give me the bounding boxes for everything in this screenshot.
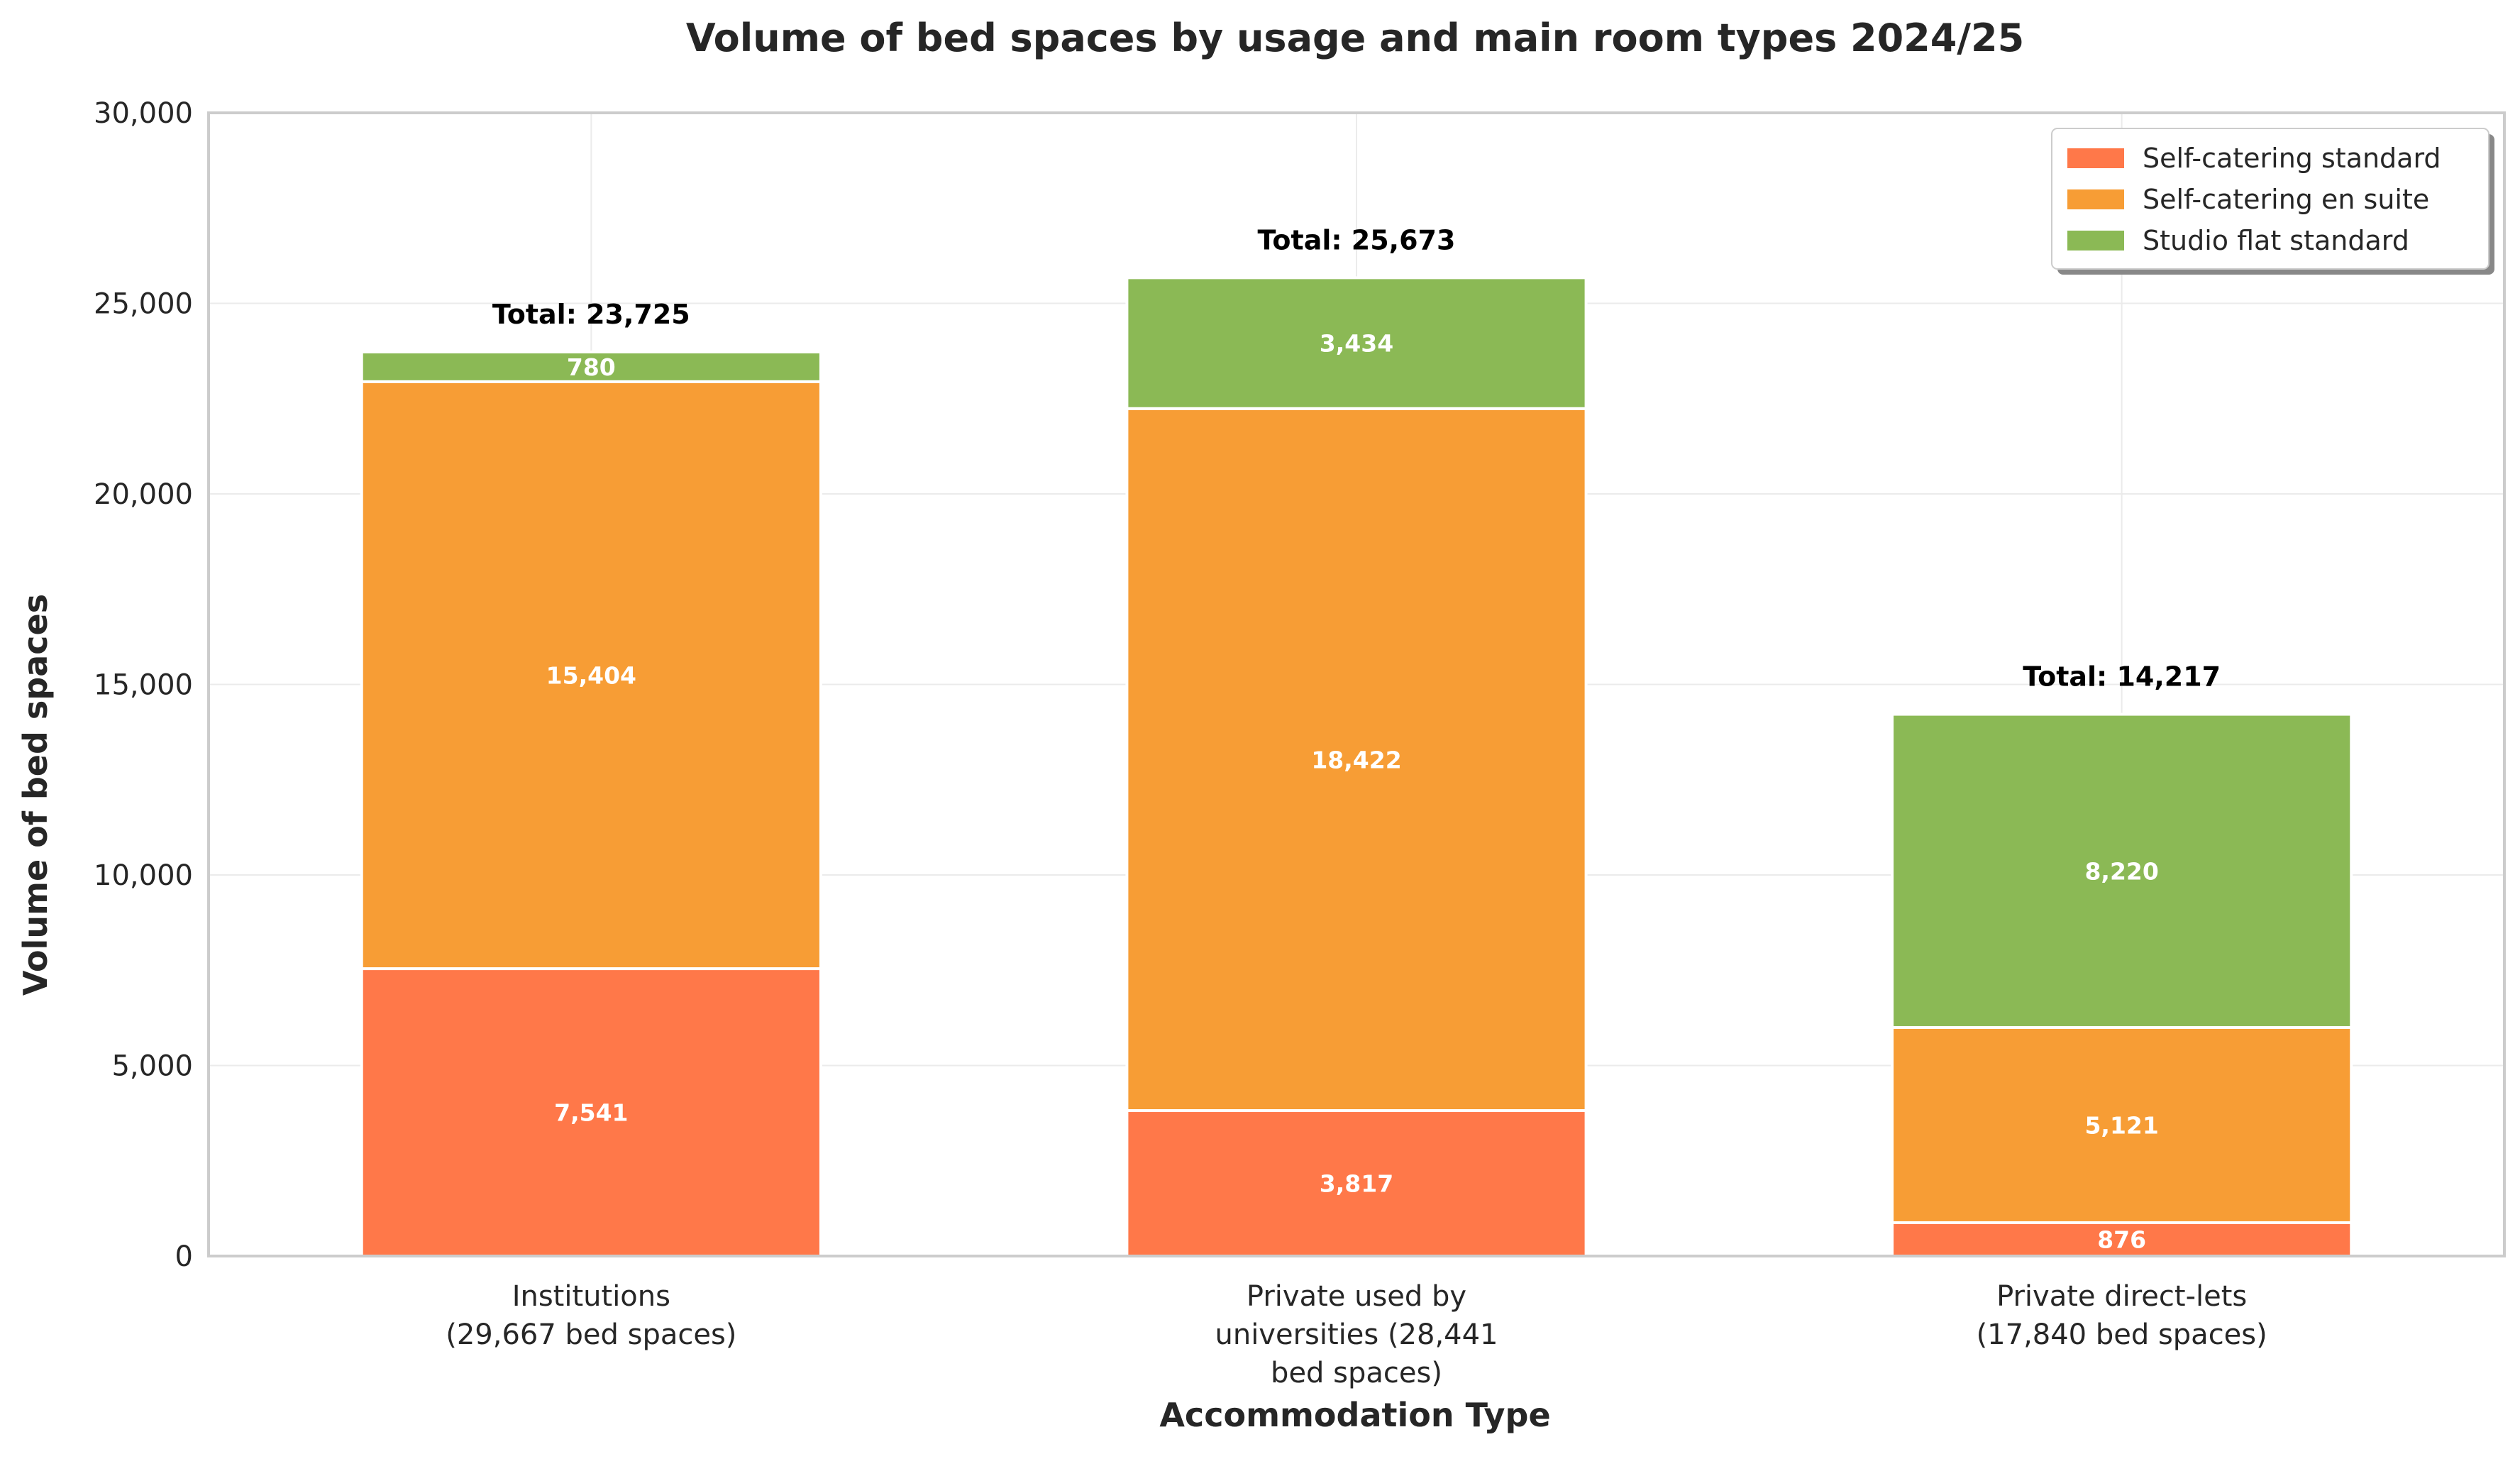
bar-segment <box>360 350 822 383</box>
legend-label: Studio flat standard <box>2143 225 2409 256</box>
bar-value-label: 3,434 <box>1320 330 1393 358</box>
bar-value-label: 15,404 <box>546 661 636 689</box>
y-axis-label: Volume of bed spaces <box>16 594 55 996</box>
x-tick-label: universities (28,441 <box>1215 1318 1498 1351</box>
bar-total-label: Total: 25,673 <box>1258 224 1456 255</box>
bar-value-label: 18,422 <box>1311 746 1401 773</box>
bar-segment <box>1125 276 1588 410</box>
bar-total-label: Total: 23,725 <box>492 299 690 330</box>
y-tick-label: 10,000 <box>94 859 193 892</box>
x-axis-label: Accommodation Type <box>1159 1396 1550 1434</box>
bar-segment <box>1891 1025 2353 1224</box>
bar-value-label: 5,121 <box>2084 1111 2158 1139</box>
bar-value-label: 7,541 <box>554 1099 628 1127</box>
legend-swatch <box>2067 148 2124 168</box>
x-tick-label: bed spaces) <box>1271 1357 1442 1389</box>
bar-total-label: Total: 14,217 <box>2023 661 2221 693</box>
y-tick-label: 25,000 <box>94 288 193 321</box>
legend-label: Self-catering en suite <box>2143 184 2429 215</box>
x-tick-label: Institutions <box>512 1280 670 1313</box>
x-tick-label: (29,667 bed spaces) <box>446 1318 736 1351</box>
bar-value-label: 780 <box>567 353 616 381</box>
y-tick-label: 20,000 <box>94 478 193 511</box>
bar-segment <box>1125 407 1588 1113</box>
bar-value-label: 876 <box>2097 1226 2146 1253</box>
plot-border <box>207 111 2506 1257</box>
bar-segment <box>360 380 822 971</box>
bars <box>360 276 2353 1258</box>
plot-frame <box>207 111 2506 1257</box>
legend-swatch <box>2067 189 2124 209</box>
x-tick-label: Private direct-lets <box>1996 1280 2247 1313</box>
bar-segment <box>1891 1221 2353 1257</box>
bar-segment <box>1891 712 2353 1029</box>
y-tick-label: 0 <box>175 1240 193 1273</box>
x-tick-label: Private used by <box>1247 1280 1466 1313</box>
bar-value-label: 3,817 <box>1320 1170 1393 1198</box>
y-tick-label: 15,000 <box>94 669 193 702</box>
legend-label: Self-catering standard <box>2143 143 2441 174</box>
y-tick-label: 30,000 <box>94 97 193 130</box>
labels: 0 5,000 10,000 15,000 20,000 25,000 30,000 7,54… <box>94 97 2267 1389</box>
bar-value-label: 8,220 <box>2084 857 2158 885</box>
x-tick-label: (17,840 bed spaces) <box>1977 1318 2267 1351</box>
chart-title: Volume of bed spaces by usage and main r… <box>686 16 2024 60</box>
y-tick-label: 5,000 <box>111 1050 193 1083</box>
legend-box <box>2051 128 2489 270</box>
legend: Self-catering standard Self-catering en s… <box>2051 128 2494 275</box>
bar-segment <box>360 967 822 1258</box>
legend-swatch <box>2067 231 2124 250</box>
